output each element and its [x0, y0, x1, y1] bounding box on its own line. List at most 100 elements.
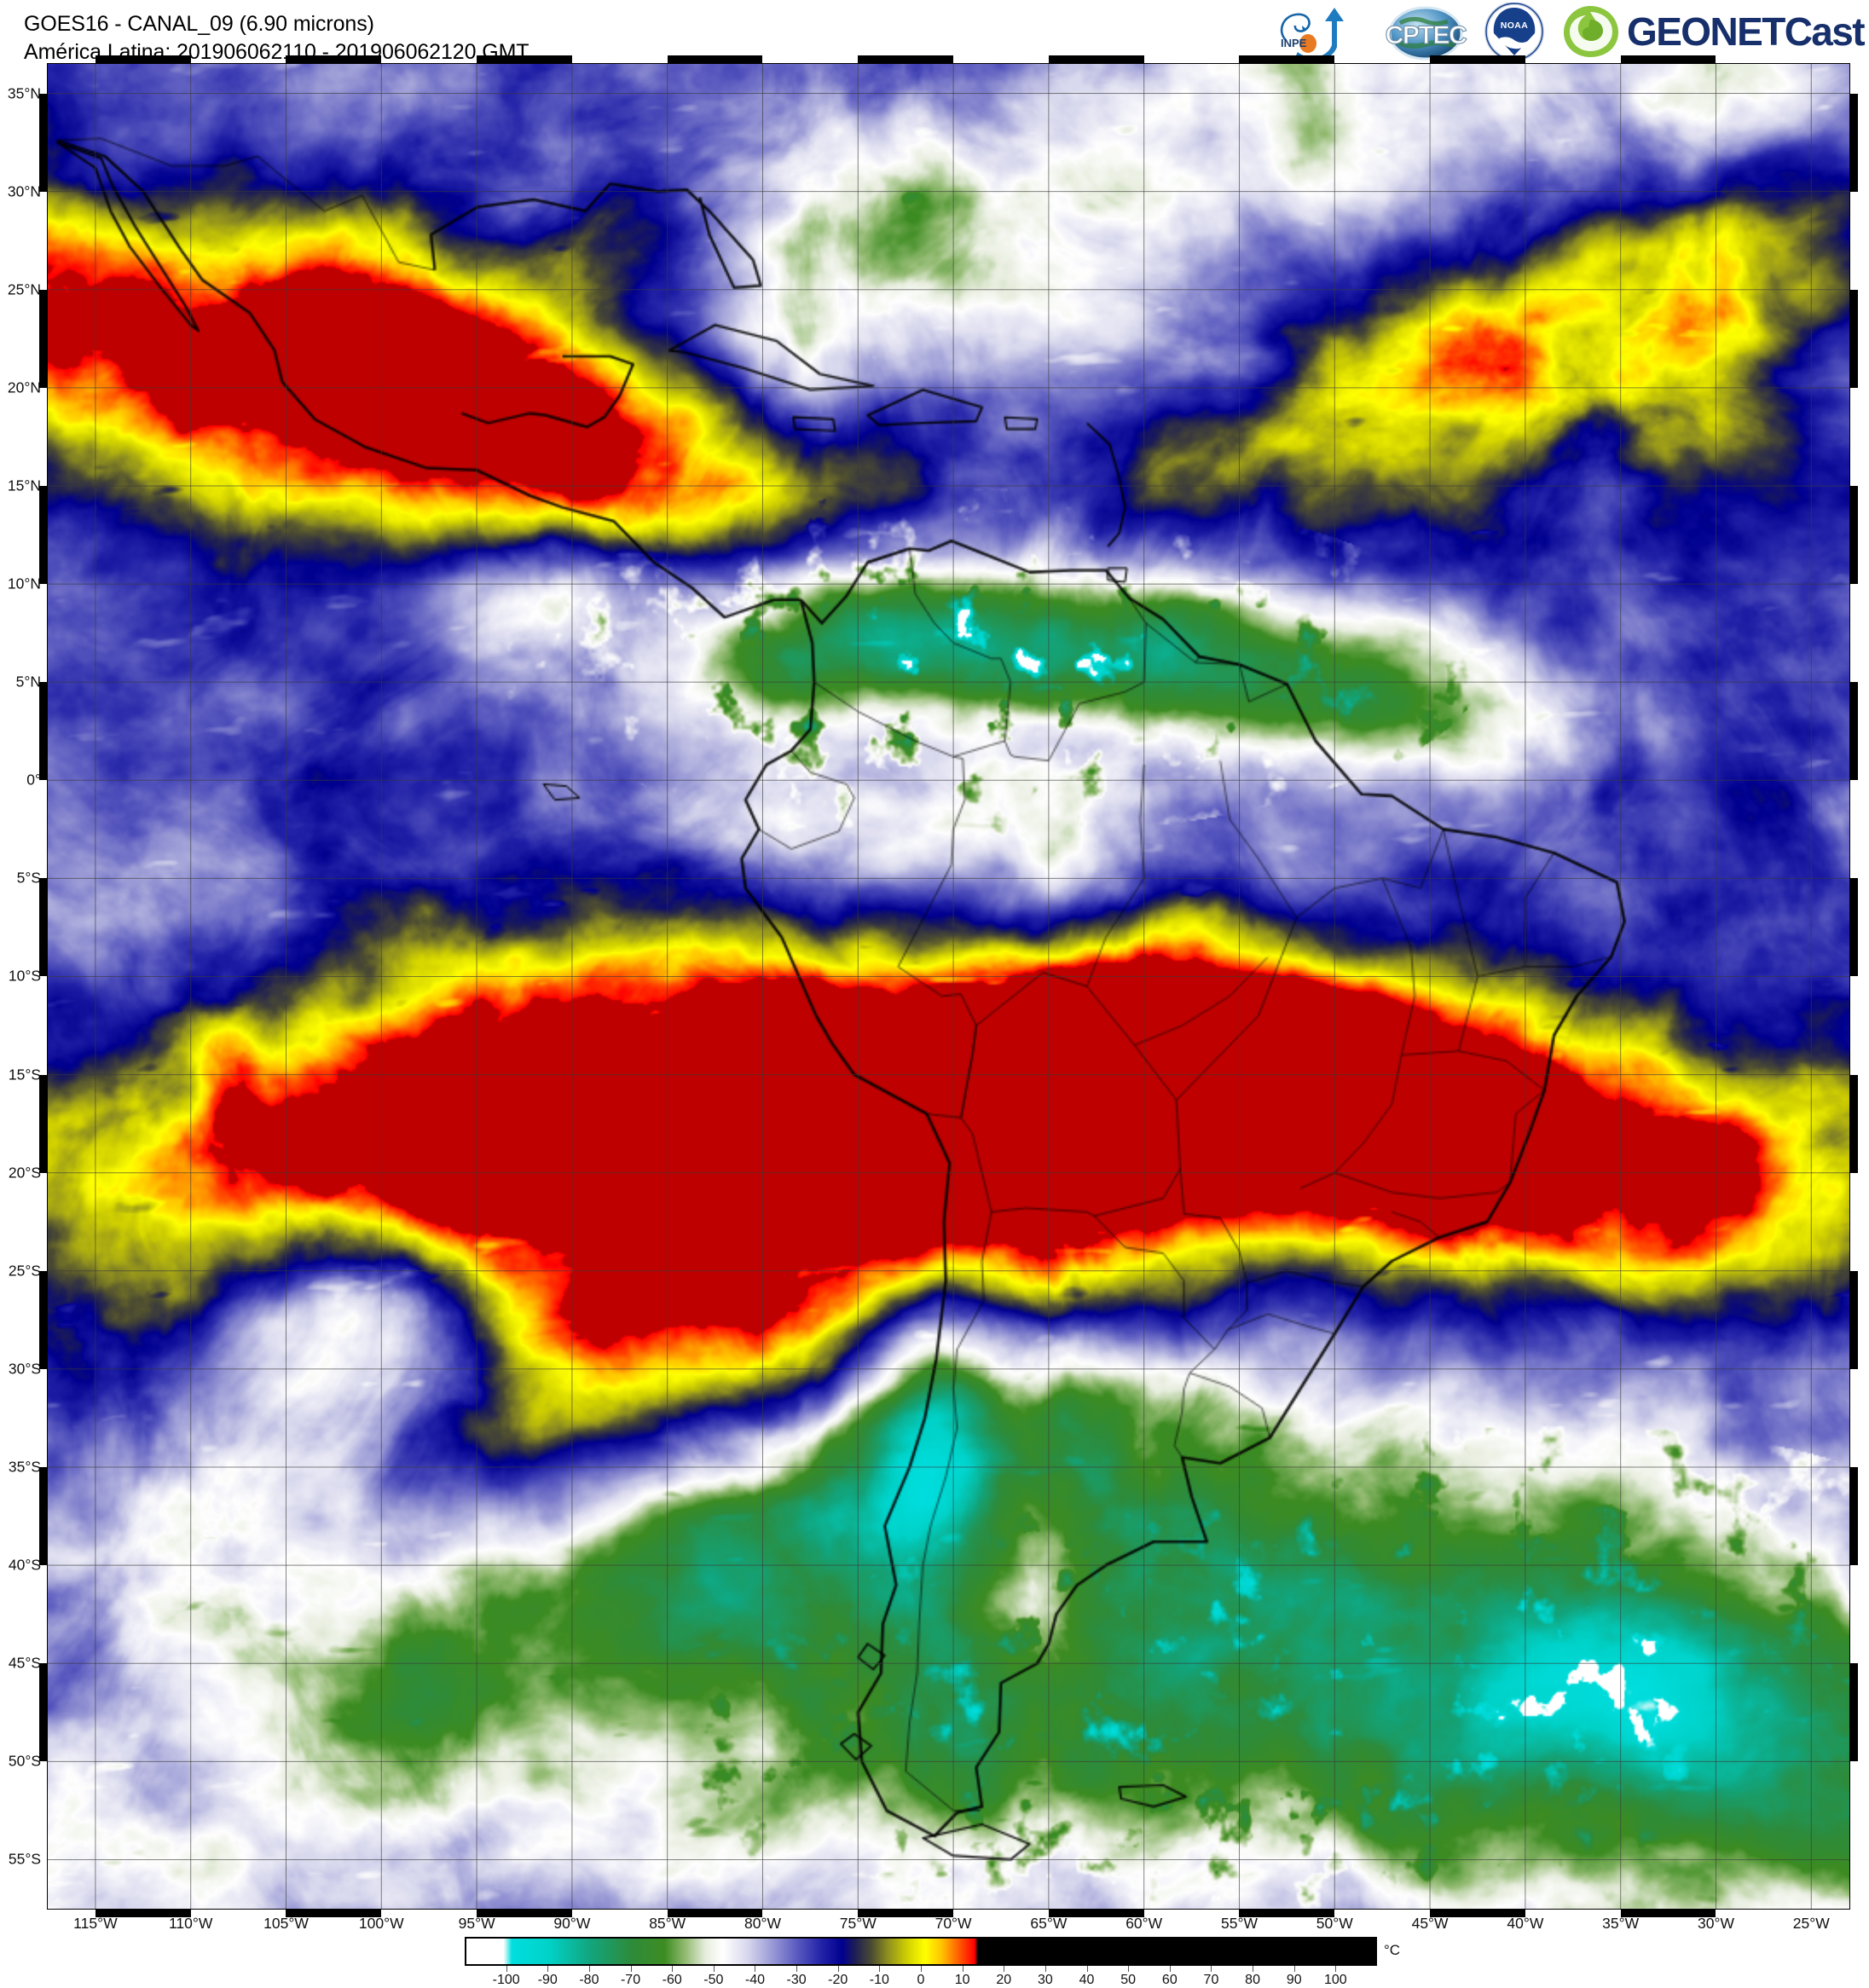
longitude-tick-label: 90°W	[553, 1915, 591, 1932]
longitude-tick-label: 60°W	[1125, 1915, 1163, 1932]
frame-tick-band	[667, 1909, 763, 1917]
satellite-map[interactable]	[47, 63, 1850, 1910]
colorbar-tick-label: 40	[1079, 1973, 1095, 1987]
latitude-tick-label: 30°S	[8, 1360, 41, 1378]
latitude-tick-label: 15°N	[7, 477, 41, 494]
colorbar-tick	[547, 1966, 549, 1972]
colorbar-tick	[1086, 1966, 1088, 1972]
colorbar-tick-label: -90	[537, 1973, 558, 1987]
longitude-tick-label: 25°W	[1792, 1915, 1830, 1932]
colorbar-gradient	[465, 1937, 1377, 1966]
frame-tick-band	[286, 1909, 382, 1917]
latitude-tick-label: 25°S	[8, 1262, 41, 1280]
frame-tick-band	[1620, 1909, 1716, 1917]
colorbar-tick-label: 90	[1286, 1973, 1302, 1987]
longitude-tick-label: 35°W	[1602, 1915, 1640, 1932]
frame-tick-band	[1849, 878, 1858, 977]
frame-tick-band	[1239, 1909, 1335, 1917]
latitude-tick-label: 40°S	[8, 1556, 41, 1574]
latitude-tick-label: 55°S	[8, 1850, 41, 1868]
water-vapor-imagery	[48, 64, 1849, 1909]
frame-tick-band	[477, 1909, 572, 1917]
longitude-tick-label: 105°W	[263, 1915, 309, 1932]
svg-text:INPE: INPE	[1281, 37, 1307, 49]
colorbar-tick	[672, 1966, 674, 1972]
latitude-tick-label: 10°S	[8, 967, 41, 985]
colorbar-tick-label: 0	[917, 1973, 925, 1987]
frame-tick-band	[1849, 289, 1858, 388]
longitude-tick-label: 80°W	[744, 1915, 781, 1932]
noaa-logo: NOAA	[1482, 3, 1547, 61]
latitude-tick-label: 35°N	[7, 84, 41, 102]
latitude-tick-label: 30°N	[7, 182, 41, 200]
colorbar-tick-label: -100	[492, 1973, 520, 1987]
colorbar-tick-label: 70	[1203, 1973, 1219, 1987]
frame-tick-band	[39, 93, 48, 192]
colorbar-unit-label: °C	[1384, 1942, 1401, 1958]
frame-tick-band	[667, 55, 763, 64]
frame-tick-band	[39, 1467, 48, 1566]
cptec-logo: CPTEC	[1381, 3, 1470, 61]
product-title: GOES16 - CANAL_09 (6.90 microns)	[24, 12, 374, 36]
frame-tick-band	[858, 1909, 954, 1917]
frame-tick-band	[39, 1663, 48, 1762]
frame-tick-band	[286, 55, 382, 64]
geonetcast-logo: GEONETCast	[1559, 3, 1866, 61]
longitude-tick-label: 70°W	[934, 1915, 972, 1932]
latitude-tick-label: 20°S	[8, 1164, 41, 1182]
latitude-tick-label: 25°N	[7, 280, 41, 298]
frame-tick-band	[1849, 1270, 1858, 1369]
colorbar-tick	[1128, 1966, 1130, 1972]
frame-tick-band	[1239, 55, 1335, 64]
svg-text:NOAA: NOAA	[1501, 20, 1529, 31]
frame-tick-band	[1048, 55, 1144, 64]
colorbar-tick-label: -80	[579, 1973, 599, 1987]
colorbar-tick-label: 30	[1038, 1973, 1053, 1987]
frame-tick-band	[39, 682, 48, 781]
colorbar-tick-label: -40	[744, 1973, 766, 1987]
latitude-tick-label: 15°S	[8, 1066, 41, 1084]
frame-tick-band	[95, 1909, 191, 1917]
longitude-tick-label: 55°W	[1220, 1915, 1258, 1932]
colorbar-tick	[588, 1966, 590, 1972]
longitude-tick-label: 45°W	[1411, 1915, 1449, 1932]
colorbar-tick	[879, 1966, 881, 1972]
colorbar-tick-label: -10	[869, 1973, 889, 1987]
colorbar-tick	[1169, 1966, 1171, 1972]
colorbar-tick-label: 100	[1324, 1973, 1347, 1987]
frame-tick-band	[858, 55, 954, 64]
colorbar-ticks: -100 -90 -80 -70 -60 -50 -40 -30 -20 -10 0 10 20 30 40…	[465, 1966, 1377, 1988]
frame-tick-band	[1849, 1467, 1858, 1566]
longitude-tick-label: 65°W	[1030, 1915, 1068, 1932]
svg-text:CPTEC: CPTEC	[1386, 21, 1467, 49]
header: GOES16 - CANAL_09 (6.90 microns) América…	[0, 0, 1869, 64]
colorbar-tick-label: 80	[1245, 1973, 1260, 1987]
longitude-tick-label: 95°W	[458, 1915, 495, 1932]
frame-tick-band	[1849, 1074, 1858, 1173]
colorbar-tick-label: 20	[996, 1973, 1012, 1987]
frame-tick-band	[1849, 1663, 1858, 1762]
longitude-tick-label: 40°W	[1507, 1915, 1544, 1932]
geonetcast-mark	[1564, 6, 1619, 57]
frame-tick-band	[1849, 485, 1858, 585]
colorbar-tick-label: -30	[786, 1973, 807, 1987]
logo-strip: INPE CPTEC	[1274, 2, 1866, 61]
frame-tick-band	[39, 878, 48, 977]
latitude-tick-label: 35°S	[8, 1458, 41, 1476]
colorbar-tick	[630, 1966, 632, 1972]
colorbar-tick	[1293, 1966, 1295, 1972]
colorbar-tick-label: -70	[620, 1973, 641, 1987]
frame-tick-band	[95, 55, 191, 64]
colorbar-tick	[713, 1966, 715, 1972]
colorbar: -100 -90 -80 -70 -60 -50 -40 -30 -20 -10 0 10 20 30 40…	[465, 1937, 1400, 1987]
geonetcast-wordmark: GEONETCast	[1627, 9, 1866, 54]
latitude-tick-label: 5°N	[15, 673, 41, 691]
frame-tick-band	[1430, 1909, 1525, 1917]
longitude-tick-label: 100°W	[358, 1915, 404, 1932]
longitude-tick-label: 85°W	[649, 1915, 686, 1932]
frame-tick-band	[1849, 682, 1858, 781]
colorbar-tick-label: 10	[954, 1973, 970, 1987]
frame-tick-band	[1430, 55, 1525, 64]
inpe-logo: INPE	[1274, 3, 1369, 61]
frame-tick-band	[39, 1074, 48, 1173]
